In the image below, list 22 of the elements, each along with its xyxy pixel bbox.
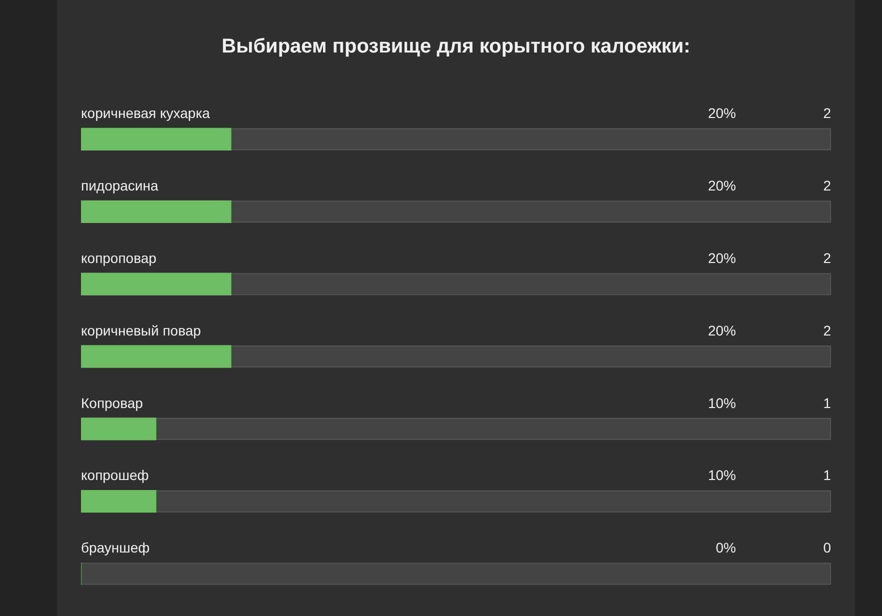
y-tick-label: пидорасина <box>81 178 158 194</box>
data-label: 20% <box>708 250 736 266</box>
chart-title: Выбираем прозвище для корытного калоежки: <box>222 36 690 58</box>
annotation: 1 <box>823 394 832 411</box>
annotation: 2 <box>823 250 832 266</box>
y-tick-label: коричневый повар <box>81 322 202 338</box>
annotation: 1 <box>823 467 832 484</box>
data-label: 20% <box>708 105 736 122</box>
y-tick-label: копроповар <box>81 250 157 266</box>
data-label: 20% <box>708 178 736 194</box>
data-label: 10% <box>708 467 736 484</box>
data-label: 20% <box>708 322 736 338</box>
annotation: 2 <box>823 105 832 122</box>
data-label: 10% <box>708 394 736 411</box>
y-tick-label: Копровар <box>81 394 144 411</box>
y-tick-label: копрошеф <box>81 467 149 484</box>
y-tick-label: брауншеф <box>81 540 150 556</box>
y-tick-label: коричневая кухарка <box>81 105 210 122</box>
annotation: 2 <box>823 178 832 194</box>
annotation: 0 <box>823 540 832 556</box>
data-label: 0% <box>716 540 736 556</box>
annotation: 2 <box>823 322 832 338</box>
